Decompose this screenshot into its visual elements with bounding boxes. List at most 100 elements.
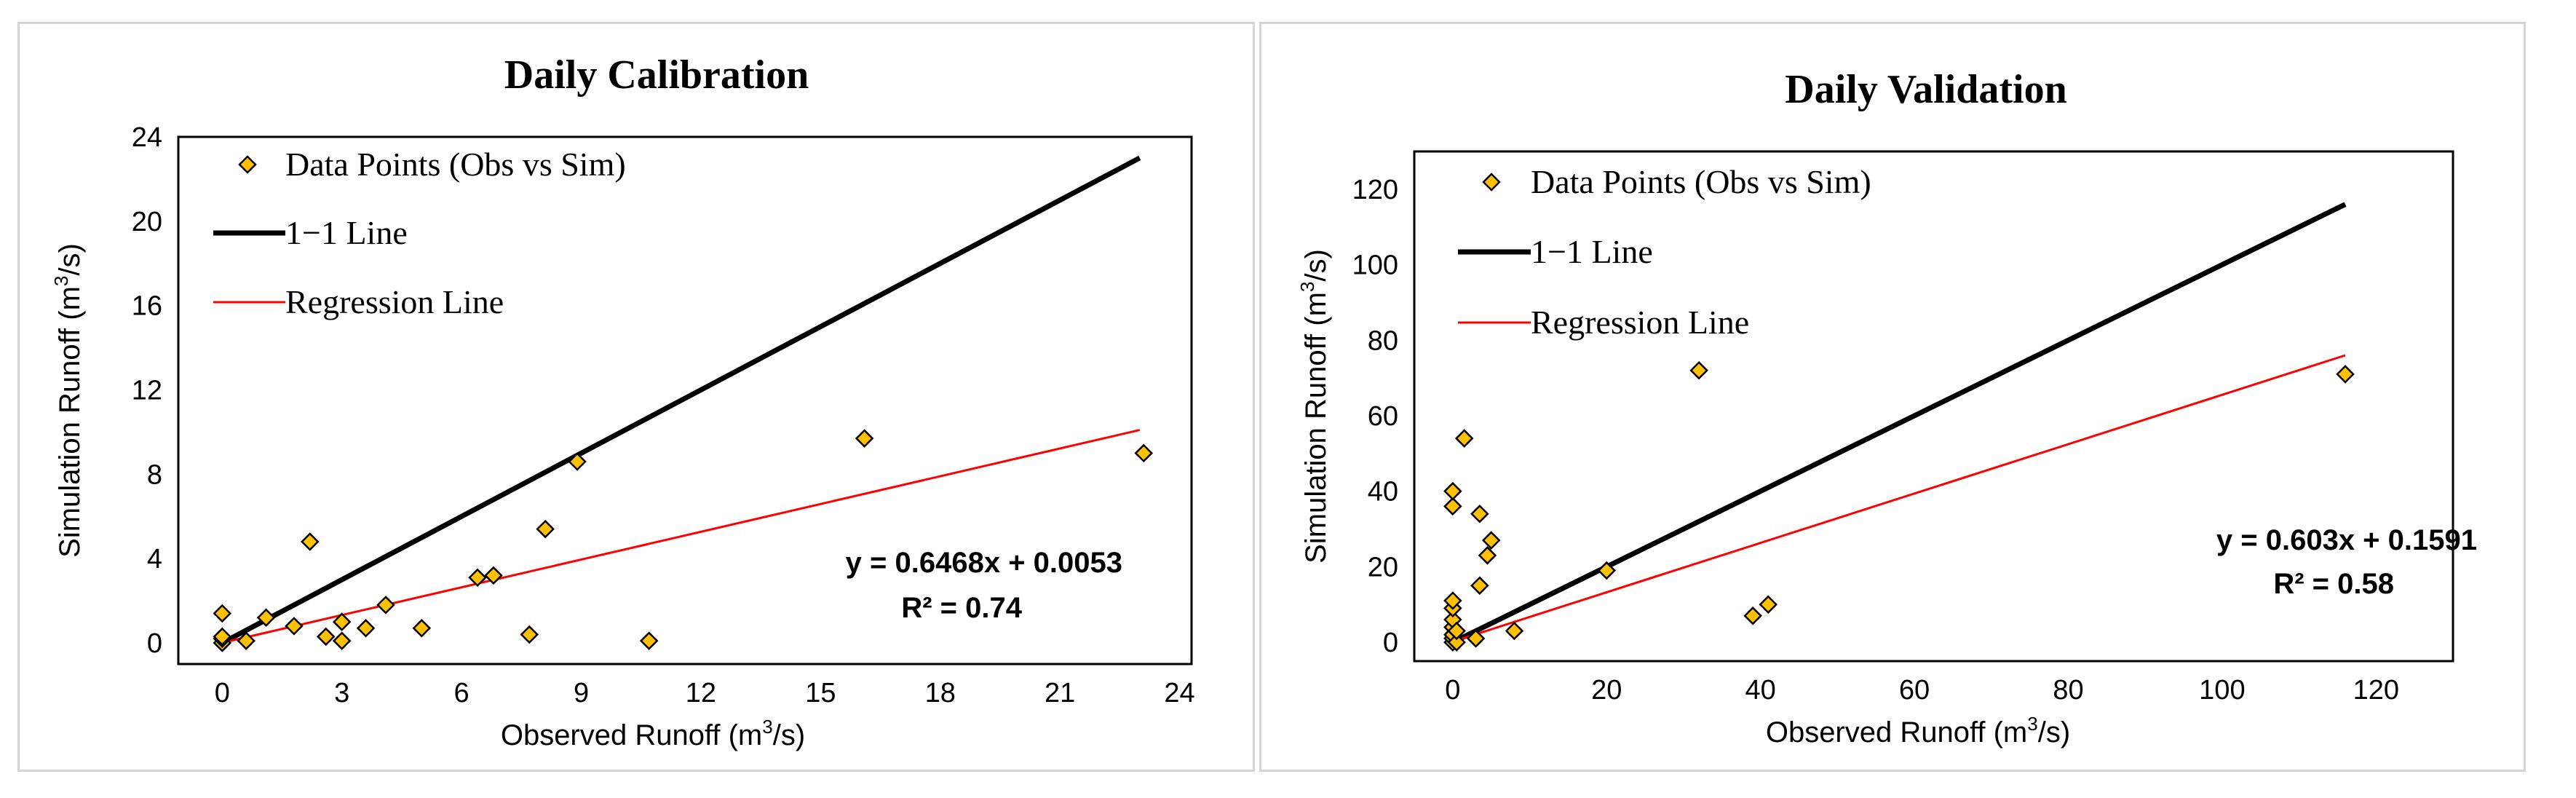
- y-axis-label-sup: 3: [1296, 282, 1318, 292]
- data-point: [1743, 607, 1762, 625]
- data-point: [356, 619, 376, 638]
- calibration-chart-panel: Daily Calibration 0 3 6 9 12 15 18 21 24 0 4 8 12 16…: [17, 22, 1255, 772]
- data-point: [468, 568, 487, 588]
- legend: Data Points (Obs vs Sim) 1−1 Line Regres…: [1458, 163, 1871, 341]
- x-tick-label: 9: [574, 678, 589, 708]
- y-tick-label: 0: [1383, 628, 1398, 658]
- x-axis-label-sup: 3: [762, 716, 772, 738]
- x-axis-label-main: Observed Runoff (m: [501, 719, 762, 751]
- x-tick-label: 120: [2353, 675, 2399, 706]
- x-tick-label: 40: [1745, 675, 1776, 706]
- y-tick-label: 8: [147, 459, 162, 490]
- x-tick-label: 18: [925, 678, 956, 708]
- calibration-chart: Daily Calibration 0 3 6 9 12 15 18 21 24 0 4 8 12 16…: [50, 52, 1195, 751]
- data-point: [1447, 633, 1466, 652]
- data-point: [536, 519, 555, 539]
- data-point: [1759, 595, 1778, 614]
- data-point: [285, 617, 304, 636]
- y-axis-label: Simulation Runoff (m3/s): [50, 243, 86, 558]
- data-point: [639, 631, 659, 650]
- one-to-one-line: [221, 155, 1141, 646]
- legend-label-1-1-line: 1−1 Line: [285, 214, 408, 251]
- legend: Data Points (Obs vs Sim) 1−1 Line Regres…: [213, 146, 626, 320]
- x-tick-label: 12: [686, 678, 716, 708]
- x-tick-label: 24: [1164, 678, 1194, 708]
- data-point: [1505, 621, 1524, 641]
- y-axis-label: Simulation Runoff (m3/s): [1296, 249, 1332, 564]
- legend-label-regression-line: Regression Line: [285, 283, 504, 320]
- data-point: [237, 631, 255, 650]
- data-point: [1134, 443, 1154, 463]
- data-point: [1481, 531, 1501, 550]
- data-point: [855, 429, 874, 448]
- y-tick-label: 60: [1368, 401, 1398, 432]
- data-point: [1443, 481, 1462, 501]
- x-axis-label-tail: /s): [773, 719, 805, 751]
- data-point: [1447, 621, 1466, 641]
- y-tick-label: 40: [1368, 477, 1398, 507]
- x-tick-label: 0: [1445, 675, 1460, 706]
- y-tick-label: 0: [147, 628, 162, 659]
- y-tick-label: 100: [1352, 250, 1398, 281]
- data-point: [376, 596, 395, 615]
- y-tick-label: 24: [132, 122, 162, 153]
- legend-marker-data-points: [238, 155, 257, 174]
- x-tick-label: 80: [2053, 675, 2083, 706]
- data-point: [1470, 576, 1489, 596]
- data-point: [568, 452, 587, 471]
- x-tick-label: 60: [1899, 675, 1930, 706]
- y-axis-label-tail: /s): [1300, 249, 1332, 281]
- chart-title: Daily Calibration: [504, 52, 809, 98]
- data-point: [1466, 629, 1486, 648]
- x-axis-label-main: Observed Runoff (m: [1766, 716, 2027, 748]
- regression-equation: y = 0.603x + 0.1591: [2216, 524, 2477, 556]
- chart-title: Daily Validation: [1785, 67, 2066, 112]
- legend-label-1-1-line: 1−1 Line: [1531, 233, 1653, 270]
- data-point: [301, 532, 320, 551]
- regression-equation: y = 0.6468x + 0.0053: [846, 547, 1122, 579]
- x-axis-label: Observed Runoff (m3/s): [1766, 713, 2070, 748]
- legend-label-regression-line: Regression Line: [1531, 304, 1749, 341]
- data-point: [484, 566, 503, 585]
- y-tick-labels: 0 4 8 12 16 20 24: [132, 122, 162, 659]
- regression-line: [221, 429, 1141, 644]
- legend-label-data-points: Data Points (Obs vs Sim): [285, 146, 626, 183]
- x-axis-label-sup: 3: [2027, 713, 2037, 735]
- x-tick-label: 21: [1045, 678, 1075, 708]
- data-point: [213, 627, 232, 647]
- plot-area: 0 3 6 9 12 15 18 21 24 0 4 8 12 16 20 24: [132, 122, 1195, 708]
- y-tick-label: 12: [132, 376, 162, 406]
- plot-frame: [177, 135, 1193, 665]
- legend-label-data-points: Data Points (Obs vs Sim): [1531, 163, 1871, 200]
- r-squared: R² = 0.58: [2273, 568, 2394, 600]
- y-axis-label-main: Simulation Runoff (m: [1300, 292, 1332, 564]
- data-point: [1689, 360, 1708, 380]
- y-axis-label-tail: /s): [54, 243, 86, 275]
- plot-area: 0 20 40 60 80 100 120 0 20 40 60 80 100 120: [1352, 150, 2454, 706]
- r-squared: R² = 0.74: [901, 592, 1022, 624]
- y-tick-label: 4: [147, 544, 162, 574]
- validation-chart-panel: Daily Validation 0 20 40 60 80 100 120 0 20 40 60…: [1259, 22, 2526, 772]
- y-tick-label: 80: [1368, 325, 1398, 356]
- x-tick-labels: 0 20 40 60 80 100 120: [1445, 675, 2399, 706]
- data-points: [1443, 360, 2355, 652]
- y-axis-label-main: Simulation Runoff (m: [54, 286, 86, 558]
- data-point: [2336, 365, 2355, 384]
- legend-marker-data-points: [1482, 173, 1501, 191]
- regression-line: [1452, 354, 2346, 643]
- data-point: [1443, 591, 1462, 610]
- x-tick-label: 3: [334, 678, 349, 708]
- data-point: [1597, 561, 1617, 580]
- x-tick-label: 20: [1591, 675, 1622, 706]
- validation-chart: Daily Validation 0 20 40 60 80 100 120 0 20 40 60…: [1296, 67, 2477, 748]
- data-point: [213, 604, 232, 623]
- y-tick-label: 20: [1368, 552, 1398, 582]
- data-point: [1478, 546, 1497, 565]
- x-tick-labels: 0 3 6 9 12 15 18 21 24: [215, 678, 1195, 708]
- data-point: [1454, 429, 1474, 448]
- y-tick-labels: 0 20 40 60 80 100 120: [1352, 175, 1398, 658]
- data-point: [1470, 505, 1489, 524]
- x-axis-label-tail: /s): [2038, 716, 2070, 748]
- x-axis-label: Observed Runoff (m3/s): [501, 716, 805, 751]
- y-tick-label: 20: [132, 207, 162, 237]
